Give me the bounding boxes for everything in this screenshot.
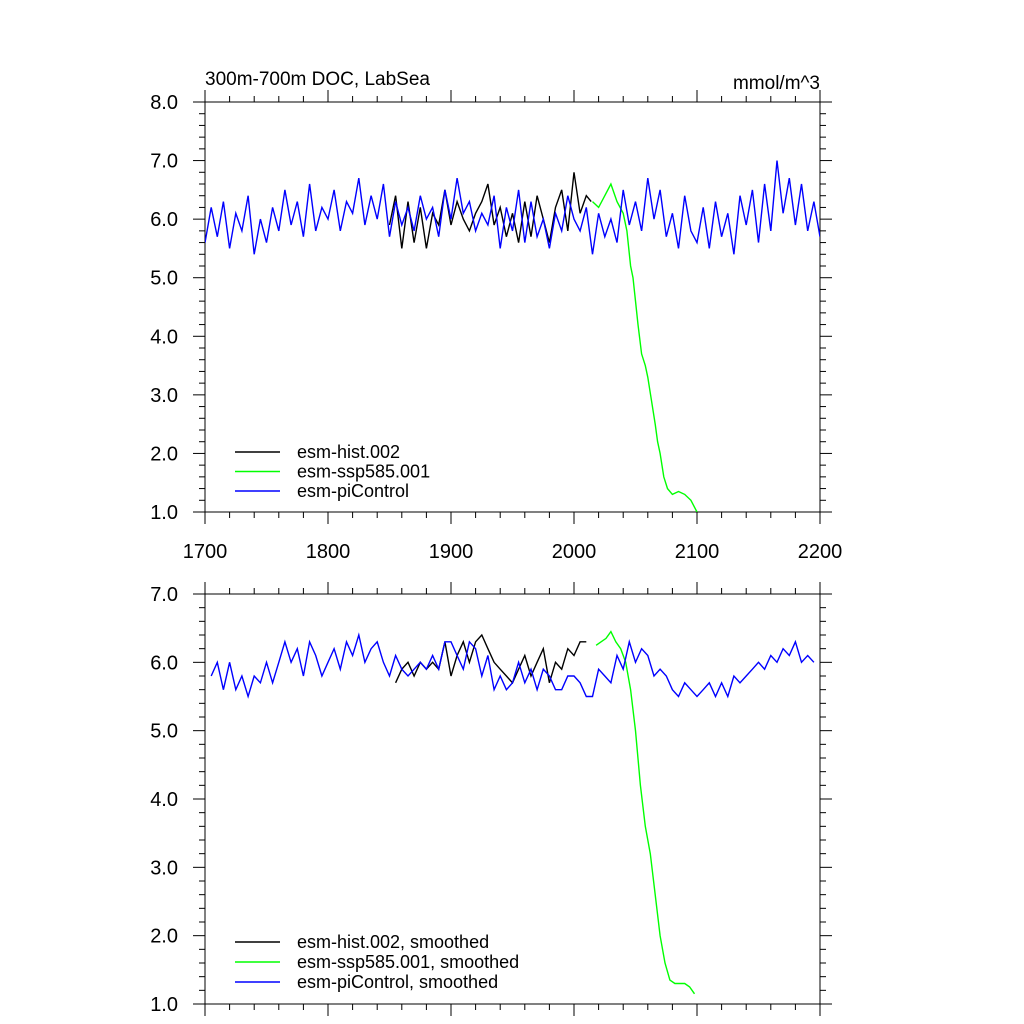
y-tick-label: 8.0 — [150, 92, 178, 114]
units-label: mmol/m^3 — [733, 73, 820, 94]
series-line-esm-ssp585-001 — [592, 182, 698, 512]
y-tick-label: 7.0 — [150, 151, 178, 173]
legend-label: esm-hist.002 — [297, 442, 400, 462]
y-tick-label: 3.0 — [150, 385, 178, 407]
chart-title: 300m-700m DOC, LabSea — [205, 69, 430, 90]
y-tick-label: 3.0 — [150, 857, 178, 879]
series-line-esm-ssp585-001-smoothed — [595, 630, 696, 995]
legend-label: esm-piControl, smoothed — [297, 972, 498, 992]
legend-label: esm-ssp585.001 — [297, 462, 430, 482]
x-tick-label: 2100 — [675, 541, 720, 563]
top-panel: 1.0 2.0 3.0 4.0 5.0 6.0 7.0 8.0 1700 1800 1900 2000… — [150, 69, 842, 563]
x-tick-label: 1700 — [183, 541, 228, 563]
y-tick-label: 5.0 — [150, 268, 178, 290]
y-tick-label: 1.0 — [150, 502, 178, 524]
legend-label: esm-hist.002, smoothed — [297, 932, 489, 952]
y-tick-label: 1.0 — [150, 994, 178, 1016]
x-tick-label: 2200 — [798, 541, 843, 563]
x-tick-label: 1900 — [429, 541, 474, 563]
y-tick-label: 7.0 — [150, 584, 178, 606]
bottom-panel: 1.0 2.0 3.0 4.0 5.0 6.0 7.0 esm-hist.002, smoot… — [150, 582, 832, 1016]
legend-label: esm-ssp585.001, smoothed — [297, 952, 519, 972]
y-tick-label: 6.0 — [150, 652, 178, 674]
y-tick-label: 2.0 — [150, 926, 178, 948]
y-tick-label: 4.0 — [150, 326, 178, 348]
series-line-esm-picontrol — [205, 160, 820, 255]
legend-label: esm-piControl — [297, 481, 409, 501]
plot-frame — [204, 101, 821, 513]
x-tick-label: 2000 — [552, 541, 597, 563]
y-tick-label: 4.0 — [150, 789, 178, 811]
y-tick-label: 6.0 — [150, 209, 178, 231]
y-tick-label: 2.0 — [150, 443, 178, 465]
x-tick-label: 1800 — [306, 541, 351, 563]
series-line-esm-hist-002 — [388, 172, 592, 249]
y-tick-label: 5.0 — [150, 721, 178, 743]
series-line-esm-picontrol-smoothed — [210, 632, 815, 699]
